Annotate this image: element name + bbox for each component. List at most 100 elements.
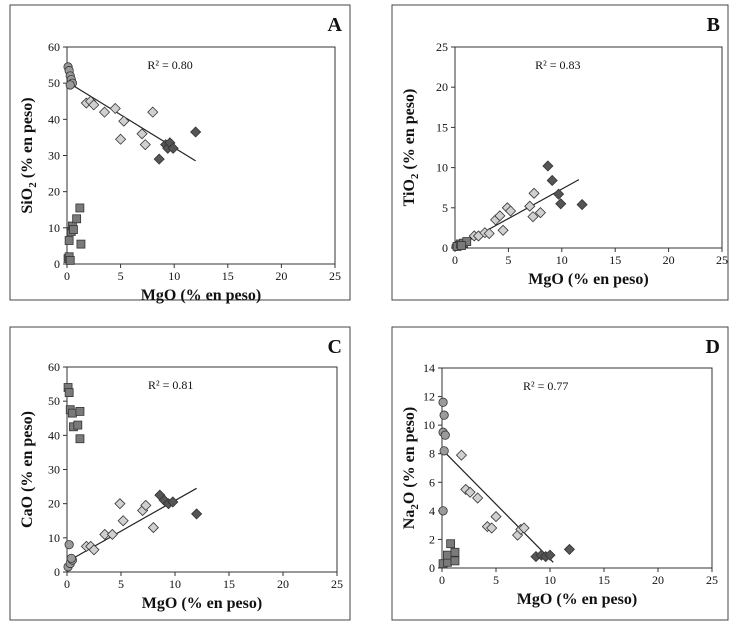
series-2 — [468, 187, 547, 242]
r-squared-annotation: R² = 0.81 — [148, 378, 193, 392]
panel-b: 0 5 10 15 20 25 0 5 10 15 20 25 MgO (% en peso) TiO2 … — [391, 4, 729, 301]
y-tick-label: 0 — [429, 561, 435, 575]
data-point-diamond — [147, 106, 159, 118]
data-point-diamond — [553, 188, 565, 200]
data-point-square — [75, 407, 85, 416]
panel-a: 0 10 20 30 40 50 60 0 5 10 15 20 25 MgO (% en peso) Si… — [9, 4, 351, 304]
x-tick-label: 0 — [439, 573, 445, 587]
data-point-diamond — [527, 211, 539, 223]
panel-c: 0 10 20 30 40 50 60 0 5 10 15 20 25 MgO (% en peso) Ca… — [9, 326, 351, 621]
y-axis-label-rest: (% en peso) — [401, 89, 418, 174]
data-point-diamond — [139, 139, 151, 151]
data-point-square — [75, 434, 85, 444]
series-0 — [63, 540, 78, 572]
data-point-diamond — [490, 511, 502, 523]
data-point-diamond — [464, 486, 476, 498]
y-axis-label-rest: O (% en peso) — [401, 407, 418, 504]
series-3 — [530, 543, 576, 563]
data-point-square — [65, 255, 75, 265]
data-point-diamond — [153, 153, 165, 165]
data-point-diamond — [546, 174, 558, 187]
series-1 — [63, 203, 86, 265]
x-tick-label: 5 — [493, 573, 499, 587]
data-point-circle — [64, 540, 74, 550]
trendline — [441, 449, 554, 563]
data-point-diamond — [542, 160, 554, 172]
data-point-square — [450, 547, 460, 557]
data-point-circle — [438, 506, 448, 516]
y-tick-label: 0 — [442, 241, 448, 255]
data-point-diamond — [563, 543, 576, 555]
x-tick-label: 20 — [277, 577, 289, 591]
y-tick-label: 5 — [442, 201, 448, 215]
data-point-diamond — [524, 200, 536, 212]
plot-area — [66, 46, 336, 265]
data-point-diamond — [88, 544, 100, 556]
panel-letter: C — [328, 336, 342, 358]
data-point-diamond — [118, 115, 130, 127]
data-point-square — [69, 225, 78, 235]
y-tick-label: 10 — [48, 221, 60, 235]
panel-frame — [9, 4, 351, 301]
y-axis-label-subscript: 2 — [409, 504, 421, 510]
r-squared-annotation: R² = 0.83 — [535, 58, 580, 72]
panel-frame — [391, 326, 729, 621]
series-3 — [542, 160, 588, 211]
y-tick-label: 14 — [423, 361, 435, 375]
x-tick-label: 5 — [118, 577, 124, 591]
series-1 — [438, 539, 460, 569]
x-tick-label: 0 — [452, 253, 458, 267]
data-point-square — [64, 236, 74, 245]
data-point-diamond — [528, 187, 540, 199]
data-point-diamond — [140, 499, 152, 511]
data-point-diamond — [99, 528, 111, 540]
y-tick-label: 10 — [48, 531, 60, 545]
y-tick-label: 60 — [48, 40, 60, 54]
data-point-diamond — [483, 227, 495, 240]
y-tick-label: 10 — [436, 161, 448, 175]
x-tick-label: 10 — [544, 573, 556, 587]
x-tick-label: 25 — [331, 577, 343, 591]
data-point-diamond — [167, 142, 179, 154]
y-tick-label: 15 — [436, 120, 448, 134]
data-point-diamond — [167, 496, 179, 508]
data-point-diamond — [98, 106, 111, 118]
data-point-diamond — [455, 449, 468, 461]
x-tick-label: 0 — [64, 577, 70, 591]
plot-area — [66, 366, 338, 573]
y-tick-label: 20 — [436, 80, 448, 94]
data-point-circle — [439, 446, 449, 456]
data-point-diamond — [555, 198, 567, 210]
series-3 — [154, 489, 203, 520]
series-2 — [80, 498, 159, 556]
y-tick-label: 40 — [48, 112, 60, 126]
y-tick-label: 8 — [429, 447, 435, 461]
series-2 — [455, 449, 530, 541]
data-point-square — [68, 408, 77, 418]
x-tick-label: 20 — [275, 269, 287, 283]
data-point-diamond — [576, 199, 588, 211]
y-tick-label: 30 — [48, 463, 60, 477]
data-point-square — [457, 241, 466, 250]
data-point-square — [442, 550, 452, 560]
data-point-square — [76, 239, 86, 249]
x-tick-label: 20 — [663, 253, 675, 267]
y-axis-label: CaO (% en peso) — [19, 411, 36, 528]
panel-frame — [9, 326, 351, 621]
data-point-square — [64, 388, 74, 398]
data-point-diamond — [190, 126, 202, 138]
x-tick-label: 20 — [652, 573, 664, 587]
y-tick-label: 20 — [48, 497, 60, 511]
x-tick-label: 25 — [716, 253, 728, 267]
y-axis-label-main: Na — [401, 510, 418, 530]
r-squared-annotation: R² = 0.77 — [523, 379, 568, 393]
data-point-square — [73, 420, 83, 430]
x-tick-label: 15 — [598, 573, 610, 587]
y-tick-label: 50 — [48, 394, 60, 408]
panel-frame — [391, 4, 729, 301]
data-point-diamond — [191, 508, 203, 520]
x-tick-label: 25 — [329, 269, 341, 283]
